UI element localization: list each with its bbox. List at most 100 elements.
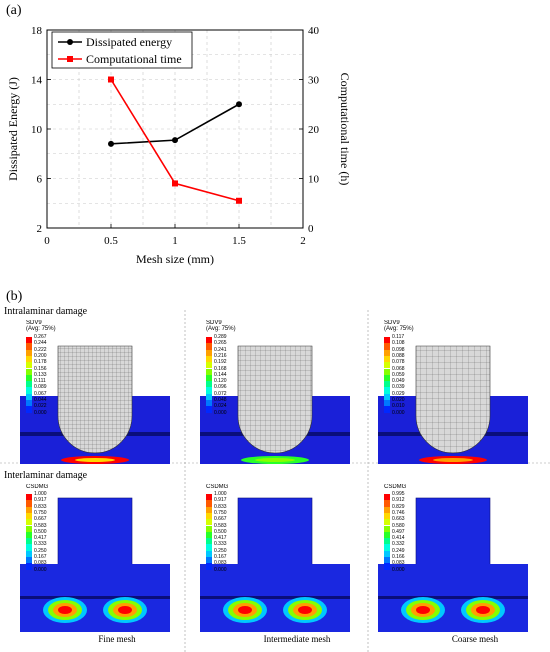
- contour-tick-label: 0.500: [34, 528, 47, 535]
- x-tick-label: 0.5: [104, 235, 118, 247]
- contour-swatch: [206, 400, 212, 407]
- contour-variable-name: SDV9: [26, 320, 42, 326]
- contour-swatch: [206, 406, 212, 413]
- y2-tick-label: 20: [308, 124, 320, 136]
- y2-tick-label: 10: [308, 174, 320, 186]
- contour-tick-label: 0.133: [34, 371, 47, 378]
- contour-tick-label: 0.000: [392, 409, 405, 416]
- contour-swatch: [206, 538, 212, 545]
- contour-swatch: [384, 500, 390, 507]
- contour-swatch: [26, 355, 32, 363]
- contour-swatch: [26, 374, 32, 382]
- contour-swatch: [384, 557, 390, 564]
- contour-tick-label: 0.417: [214, 535, 227, 542]
- contour-tick-label: 0.059: [392, 371, 405, 378]
- contour-tick-label: 0.000: [34, 566, 47, 573]
- contour-swatch: [206, 512, 212, 520]
- contour-swatch: [206, 374, 212, 382]
- contour-swatch: [26, 544, 32, 551]
- panel-b-label: (b): [6, 289, 23, 304]
- contour-tick-label: 0.289: [214, 334, 227, 340]
- grid-separators: [0, 310, 550, 652]
- contour-swatch: [384, 512, 390, 520]
- contour-swatch: [26, 538, 32, 545]
- y-axis-label: Dissipated Energy (J): [6, 77, 20, 181]
- contour-swatch: [384, 400, 390, 407]
- contour-tick-label: 0.044: [34, 397, 47, 403]
- col-label-fine: Fine mesh: [98, 634, 136, 644]
- contour-swatch: [206, 500, 212, 507]
- contour-tick-label: 0.750: [34, 509, 47, 516]
- contour-swatch: [206, 525, 212, 532]
- contour-tick-label: 0.108: [392, 340, 405, 347]
- y-tick-label: 10: [31, 124, 43, 136]
- contour-tick-label: 0.667: [214, 516, 227, 523]
- contour-swatch: [206, 337, 212, 344]
- simulation-cell-r0-c1: SDV9 (Avg: 75%) 0.289 0.265 0.241 0.216 0.192 0…: [200, 320, 360, 470]
- interlaminar-mesh-model: [20, 497, 170, 632]
- simulation-cell-r0-c0: SDV9 (Avg: 75%) 0.267 0.244 0.222 0.200 0.178 0…: [20, 320, 180, 470]
- contour-tick-label: 0.156: [34, 365, 47, 372]
- contour-swatch: [26, 349, 32, 356]
- contour-swatch: [26, 362, 32, 369]
- contour-swatch: [384, 393, 390, 400]
- contour-swatch: [384, 550, 390, 557]
- contour-variable-name: CSDMG: [206, 484, 229, 490]
- contour-tick-label: 0.333: [34, 541, 47, 548]
- legend-marker-0: [67, 39, 73, 45]
- chart-series: [108, 76, 242, 204]
- contour-avg-label: (Avg: 75%): [384, 326, 414, 332]
- contour-tick-label: 0.200: [34, 352, 47, 359]
- contour-swatch: [206, 531, 212, 539]
- col-label-coarse: Coarse mesh: [451, 634, 499, 644]
- contour-tick-label: 0.067: [34, 390, 47, 397]
- series-point-1: [236, 197, 242, 204]
- contour-swatch: [26, 531, 32, 539]
- contour-swatch: [26, 500, 32, 507]
- contour-tick-label: 0.746: [392, 509, 405, 516]
- contour-tick-label: 0.244: [34, 340, 47, 347]
- contour-swatch: [206, 381, 212, 388]
- contour-tick-label: 0.995: [392, 491, 405, 497]
- contour-tick-label: 0.750: [214, 509, 227, 516]
- contour-tick-label: 0.083: [392, 560, 405, 567]
- contour-swatch: [384, 355, 390, 363]
- series-point-1: [172, 180, 178, 187]
- simulation-cell-r1-c0: CSDMG 1.000 0.917 0.833 0.750 0.667 0.583 0.500…: [20, 484, 180, 634]
- intralaminar-mesh-model: [20, 345, 170, 464]
- contour-tick-label: 0.111: [34, 378, 46, 385]
- row-label-intralaminar: Intralaminar damage: [4, 306, 88, 317]
- contour-variable-name: CSDMG: [26, 484, 49, 490]
- contour-tick-label: 0.029: [392, 390, 405, 397]
- contour-swatch: [26, 519, 32, 526]
- contour-tick-label: 0.216: [214, 352, 227, 359]
- contour-swatch: [26, 494, 32, 501]
- series-point-0: [108, 140, 114, 147]
- contour-swatch: [384, 343, 390, 350]
- contour-tick-label: 0.022: [34, 403, 47, 410]
- contour-tick-label: 0.829: [392, 503, 405, 510]
- contour-tick-label: 0.417: [34, 535, 47, 542]
- line-chart: 0 0.5 1 1.5 2 2 6 10 14 18 0 10 20 30 40 Mesh size (mm…: [6, 25, 352, 266]
- legend-box: [51, 31, 193, 69]
- contour-tick-label: 0.497: [392, 528, 405, 535]
- y-tick-label: 2: [37, 223, 43, 235]
- y-tick-label: 14: [31, 75, 43, 87]
- contour-tick-label: 0.583: [34, 522, 47, 529]
- contour-tick-label: 0.049: [392, 378, 405, 385]
- contour-swatch: [384, 538, 390, 545]
- series-point-1: [108, 76, 114, 83]
- contour-swatch: [384, 494, 390, 501]
- series-point-0: [172, 137, 178, 144]
- legend-label-0: Dissipated energy: [86, 35, 172, 49]
- row-label-interlaminar: Interlaminar damage: [4, 470, 88, 481]
- contour-swatch: [206, 349, 212, 356]
- contour-tick-label: 0.010: [392, 403, 405, 410]
- contour-variable-name: CSDMG: [384, 484, 407, 490]
- contour-swatch: [384, 525, 390, 532]
- y2-tick-label: 30: [308, 75, 320, 87]
- contour-swatch: [26, 387, 32, 394]
- contour-avg-label: (Avg: 75%): [26, 326, 56, 332]
- contour-tick-label: 0.098: [392, 346, 405, 353]
- series-point-0: [236, 101, 242, 108]
